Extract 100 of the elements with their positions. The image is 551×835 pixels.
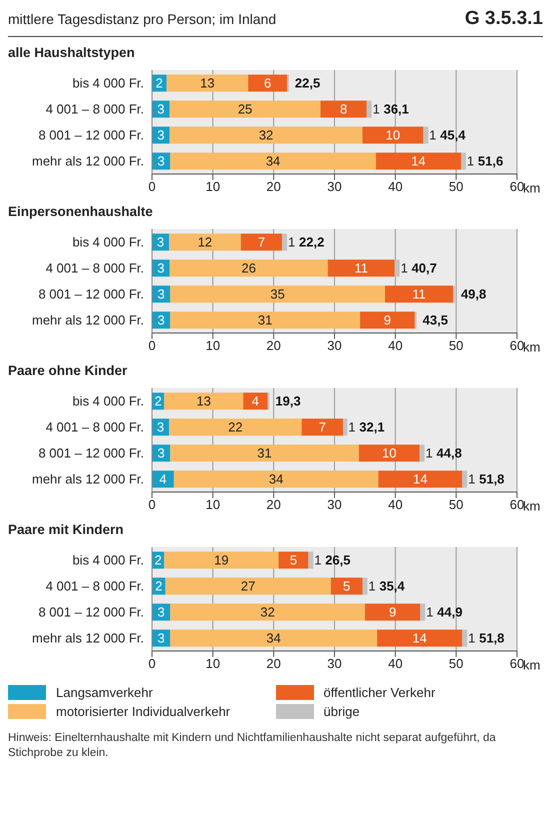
bar [164,392,244,410]
x-axis-title: km [523,498,540,514]
data-label: 1 [468,630,476,646]
x-tick-label: 30 [327,338,342,354]
x-tick-label: 30 [327,179,342,194]
bar [358,444,420,462]
chart-title: Paare ohne Kinder [8,363,128,378]
data-label: 3 [156,420,164,435]
data-label: 10 [386,128,400,143]
data-label: 1 [372,102,380,117]
y-tick-label: 4 001 – 8 000 Fr. [46,420,144,435]
data-label: 13 [200,76,215,91]
x-tick-label: 60 [510,656,524,672]
bar [165,578,331,595]
total-label: 40,7 [412,260,437,276]
data-label: 4 [252,394,260,409]
bar [366,100,372,118]
bar [364,604,420,621]
x-tick-label: 0 [148,656,156,672]
x-tick-label: 10 [206,497,220,512]
y-tick-label: 8 001 – 12 000 Fr. [38,604,144,620]
data-label: 1 [288,234,296,250]
bar [462,470,468,488]
y-tick-label: 4 001 – 8 000 Fr. [46,578,144,594]
text: Hinweis: Einelternhaushalte mit Kindern und Nichtfamilienhaushalte nicht separat aufgeführt, da Stichprobe zu klein. [8,731,497,761]
bar [164,552,279,569]
y-tick-label: mehr als 12 000 Fr. [32,472,144,487]
data-label: 35 [270,286,285,302]
chart-title: alle Haushaltstypen [8,45,136,60]
bar [320,100,367,118]
legend-label: motorisierter Individualverkehr [56,704,230,719]
data-label: 6 [264,76,272,91]
data-label: 27 [240,578,256,594]
x-tick-label: 0 [148,179,156,194]
total-label: 19,3 [275,394,301,409]
y-tick-label: bis 4 000 Fr. [72,394,144,409]
data-label: 3 [158,604,165,620]
data-label: 31 [257,446,272,461]
bar [170,630,378,647]
data-label: 8 [340,102,348,117]
text: G 3.5.3.1 [464,8,543,30]
data-label: 14 [411,154,426,169]
total-label: 35,4 [379,578,406,594]
data-label: 32 [260,604,275,620]
bar [170,286,385,303]
bar [462,630,468,647]
bar [302,418,344,436]
total-label: 51,8 [479,472,504,487]
data-label: 2 [154,394,162,409]
bar [248,74,288,92]
bar [170,100,321,118]
data-label: 32 [258,128,274,143]
data-label: 11 [412,286,426,302]
x-tick-label: 40 [388,338,403,354]
bar [420,604,426,621]
x-tick-label: 10 [206,656,220,672]
bar [278,552,308,569]
total-label: 22,5 [294,76,320,91]
bar [170,260,328,277]
data-label: 34 [266,154,280,169]
x-tick-label: 20 [266,497,281,512]
y-tick-label: 8 001 – 12 000 Fr. [38,286,144,302]
x-tick-label: 50 [448,656,464,672]
bar [423,126,428,144]
y-tick-label: 8 001 – 12 000 Fr. [38,446,144,461]
x-tick-label: 50 [448,497,464,512]
bar [170,444,359,462]
total-label: 36,1 [384,102,409,117]
total-label: 43,5 [422,312,448,328]
data-label: 2 [154,552,162,568]
data-label: 14 [413,472,428,487]
y-tick-label: 8 001 – 12 000 Fr. [38,128,144,143]
x-axis-title: km [523,658,540,673]
x-tick-label: 20 [266,179,281,194]
data-label: 3 [157,128,164,143]
bar [282,234,288,251]
x-tick-label: 60 [510,338,524,354]
bar [362,126,424,144]
bar [420,444,425,462]
data-label: 3 [158,286,165,302]
bar [394,260,400,277]
data-label: 7 [318,420,326,435]
y-tick-label: mehr als 12 000 Fr. [32,312,144,328]
bar [174,470,378,488]
bar [343,418,348,436]
data-label: 7 [258,234,266,250]
data-label: 9 [384,312,392,328]
data-label: 14 [412,630,427,646]
bar [166,74,248,92]
total-label: 51,6 [478,154,504,169]
bar [362,578,368,595]
total-label: 51,8 [479,630,504,646]
bar [308,552,314,569]
total-label: 49,8 [460,286,486,302]
legend-label: öffentlicher Verkehr [324,685,436,700]
bar [377,630,462,647]
total-label: 45,4 [440,128,466,143]
data-label: 1 [429,128,436,143]
bar [169,234,241,251]
data-label: 5 [290,552,298,568]
